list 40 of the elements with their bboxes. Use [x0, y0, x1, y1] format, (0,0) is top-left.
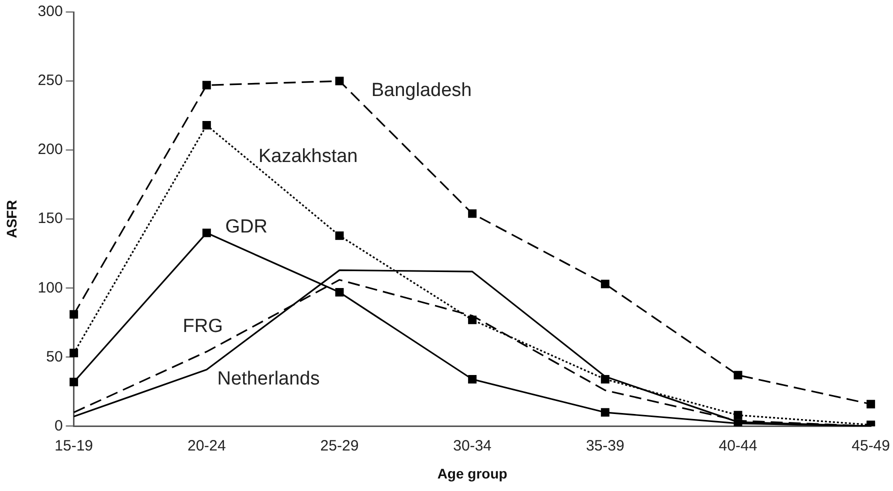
point — [468, 209, 477, 218]
point — [335, 76, 344, 86]
point — [70, 348, 78, 358]
point — [600, 280, 610, 288]
series-label: Kazakhstan — [258, 146, 358, 168]
point — [734, 419, 742, 426]
x-axis-title: Age group — [437, 465, 508, 482]
series-label: Netherlands — [217, 368, 320, 390]
x-tick-label: 45-49 — [852, 437, 890, 454]
point — [866, 400, 876, 408]
x-tick-label: 25-29 — [320, 437, 359, 454]
y-axis-title: ASFR — [3, 200, 20, 238]
point — [734, 370, 742, 380]
point — [468, 375, 477, 384]
point — [600, 408, 610, 417]
x-tick-label: 15-19 — [54, 437, 94, 454]
y-tick-label: 250 — [38, 72, 63, 90]
y-tick-label: 0 — [54, 417, 63, 434]
y-tick-label: 300 — [38, 3, 63, 20]
point — [335, 288, 344, 297]
x-tick-label: 35-39 — [586, 437, 624, 454]
point — [70, 310, 78, 319]
point — [202, 80, 211, 90]
series-label: Bangladesh — [371, 80, 472, 101]
y-tick-label: 50 — [46, 348, 63, 366]
y-tick-label: 200 — [38, 141, 63, 158]
point — [202, 120, 211, 130]
x-tick-label: 20-24 — [187, 437, 226, 454]
x-tick-label: 30-34 — [453, 437, 492, 454]
series-label: GDR — [225, 216, 268, 238]
point — [600, 375, 610, 384]
point — [468, 316, 477, 324]
y-tick-label: 100 — [38, 279, 63, 296]
point — [734, 410, 742, 420]
point — [335, 231, 344, 240]
x-tick-label: 40-44 — [718, 437, 758, 454]
y-tick-label: 150 — [38, 210, 63, 228]
point — [202, 228, 211, 238]
point — [70, 378, 78, 386]
series-label: FRG — [182, 316, 223, 338]
